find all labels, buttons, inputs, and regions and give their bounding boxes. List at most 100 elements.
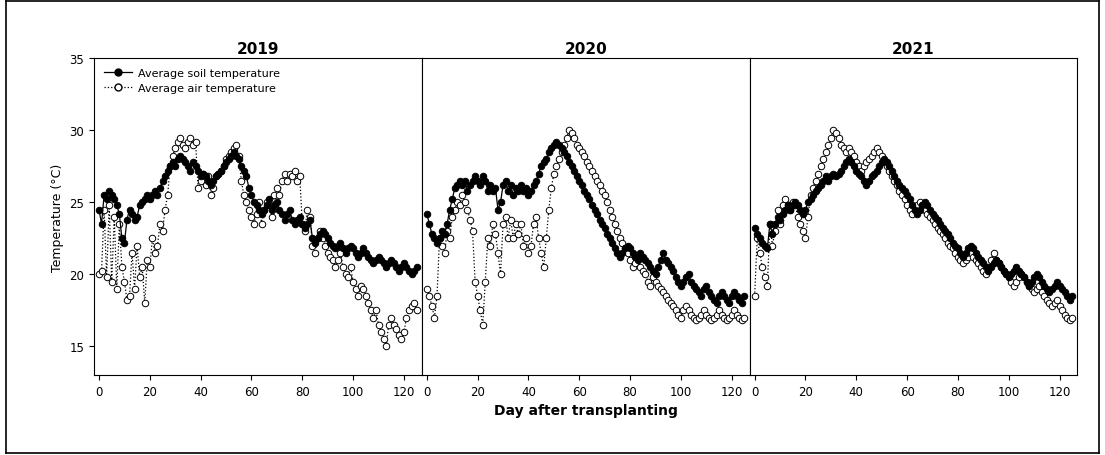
Point [472,182,490,189]
Point [682,278,699,286]
Point [291,214,308,221]
Point [192,178,210,185]
Point [294,221,312,228]
Point [1038,285,1055,293]
Point [212,167,230,175]
Point [730,297,748,304]
Point [977,271,995,278]
Point [469,293,486,300]
Point [566,135,583,142]
Point [936,235,954,243]
Point [867,145,885,152]
Point [878,163,896,171]
Point [985,260,1002,267]
Point [944,245,961,253]
Point [212,167,230,175]
Point [809,171,827,178]
Point [797,207,814,214]
Point [1043,285,1061,293]
Point [926,214,944,221]
Point [141,264,159,271]
Point [875,156,893,163]
Point [314,235,332,243]
Point [998,271,1015,278]
Point [151,185,169,192]
Point [888,178,906,185]
Point [965,254,982,261]
Point [497,214,515,221]
Point [566,167,583,175]
Point [367,307,385,314]
Point [809,185,827,192]
Point [509,231,527,238]
Point [476,178,494,185]
Point [294,221,312,228]
Point [392,336,410,343]
Point [751,235,769,243]
Point [636,271,654,278]
Point [733,300,750,307]
Point [502,182,519,189]
Point [713,311,730,318]
Point [1002,271,1020,278]
Point [97,197,115,204]
Point [345,245,362,253]
Point [433,243,451,250]
Point [461,217,478,224]
Point [504,192,522,199]
Point [1006,283,1023,290]
Point [169,156,187,163]
Point [441,207,459,214]
Point [736,314,754,322]
Point [629,254,646,261]
Point [449,199,466,207]
Point [911,207,928,214]
Point [606,221,623,228]
Point [286,221,304,228]
Point [1041,300,1059,307]
Point [670,311,687,318]
Point [283,217,301,224]
Point [1008,264,1025,271]
Point [807,188,824,195]
Point [207,173,224,181]
Point [840,145,857,152]
Point [656,293,674,300]
Point [1063,293,1081,300]
Point [545,171,562,178]
Point [1023,285,1041,293]
Point [263,214,281,221]
Point [402,271,420,278]
Point [934,225,951,233]
Point [646,271,664,278]
Point [492,199,509,207]
Point [832,167,850,175]
Point [603,214,621,221]
Point [382,257,400,264]
Point [682,311,699,318]
Point [110,221,128,228]
Point [433,228,451,235]
Point [969,260,987,267]
Point [207,173,224,181]
Point [1028,271,1045,278]
Point [893,192,911,199]
Point [255,207,273,214]
Point [540,149,558,156]
Point [1063,314,1081,322]
Point [523,243,540,250]
Point [1059,293,1076,300]
Point [766,228,783,235]
Point [291,173,308,181]
Point [863,153,881,161]
Point [781,207,799,214]
Title: 2021: 2021 [892,42,935,56]
Point [192,173,210,181]
Point [550,156,568,163]
Point [789,202,807,209]
Point [1061,317,1078,324]
Point [304,243,322,250]
Point [660,297,677,304]
Point [914,202,932,209]
Point [560,159,578,166]
